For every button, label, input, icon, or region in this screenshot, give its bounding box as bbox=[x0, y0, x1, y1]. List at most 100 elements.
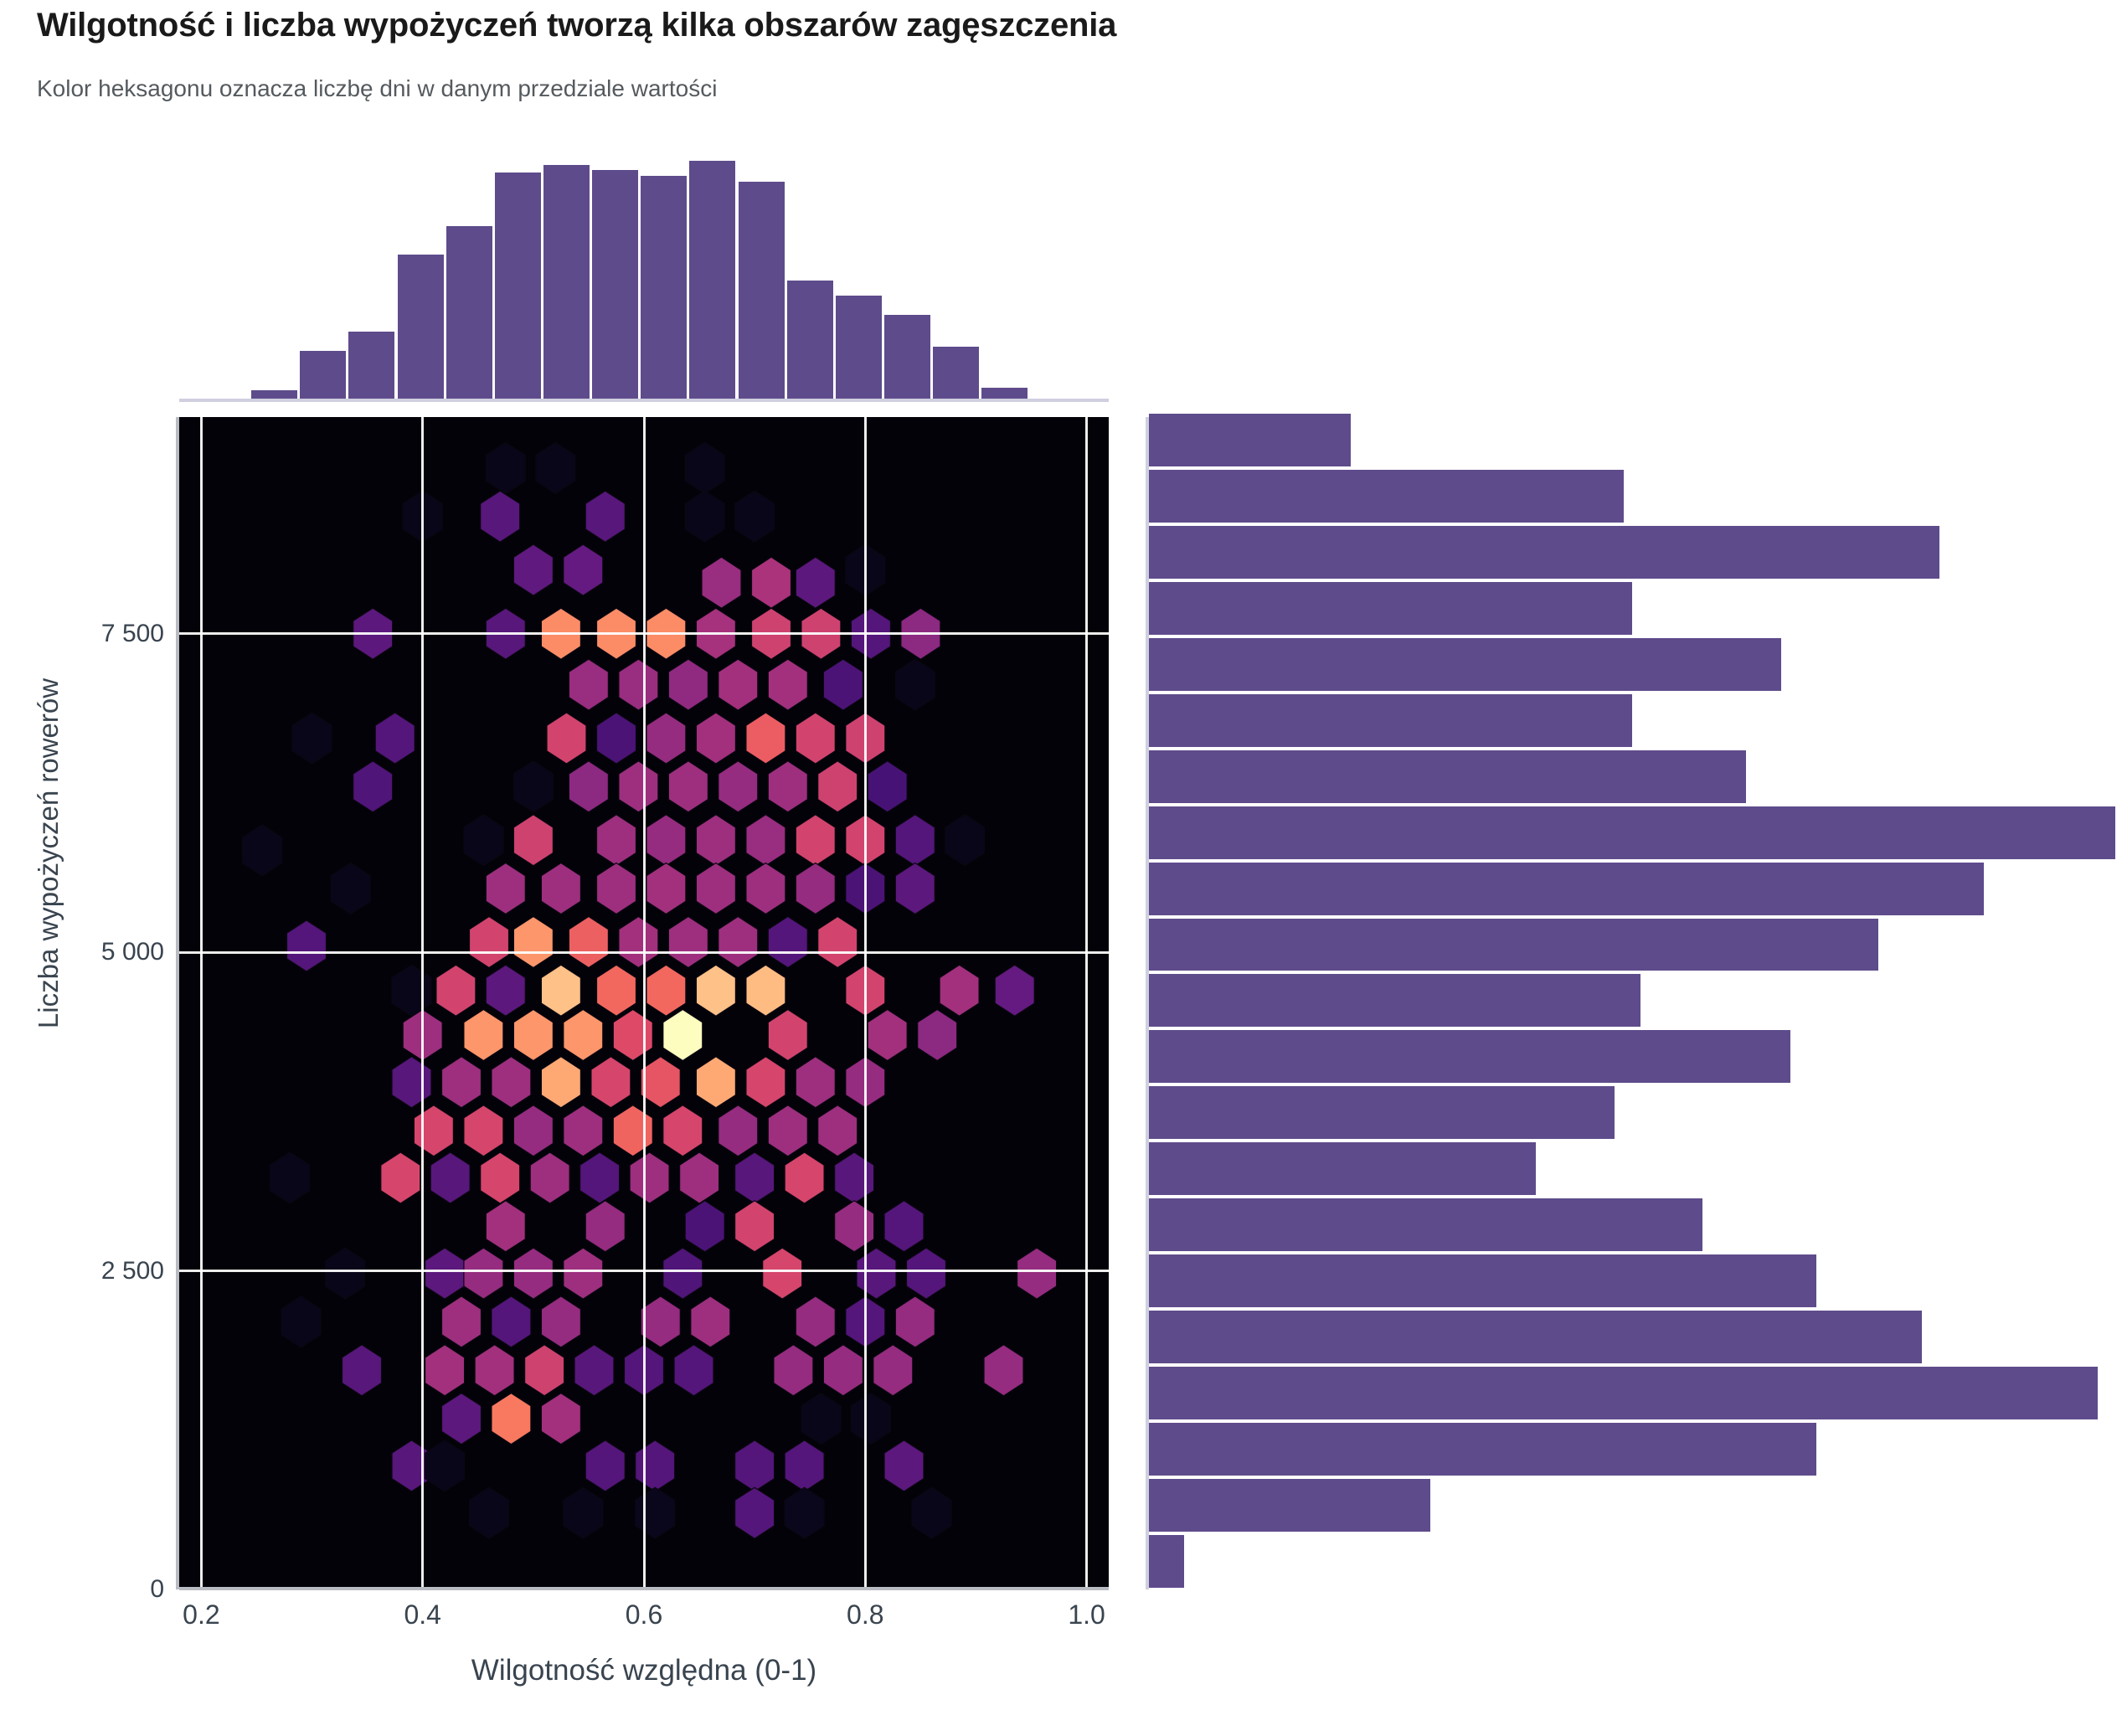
hexbin-cell bbox=[867, 760, 908, 813]
hexbin-cell bbox=[833, 1151, 875, 1204]
hexbin-cell bbox=[795, 1296, 836, 1348]
hexbin-cell bbox=[512, 1008, 554, 1062]
hexbin-cell bbox=[474, 1344, 515, 1397]
top-histogram-bar bbox=[494, 173, 541, 401]
hexbin-cell bbox=[291, 712, 332, 765]
top-histogram-bar bbox=[348, 331, 395, 401]
hexbin-cell bbox=[695, 712, 737, 765]
chart-title: Wilgotność i liczba wypożyczeń tworzą ki… bbox=[37, 7, 1117, 44]
hexbin-cell bbox=[612, 1008, 653, 1062]
hexbin-cell bbox=[745, 862, 786, 915]
hexbin-cell bbox=[873, 1344, 914, 1397]
hexbin-cell bbox=[817, 1104, 858, 1157]
hexbin-cell bbox=[269, 1151, 311, 1204]
hexbin-cell bbox=[718, 1104, 759, 1157]
hexbin-cell bbox=[678, 1151, 720, 1204]
hexbin-cell bbox=[911, 1486, 952, 1539]
hexbin-cell bbox=[512, 1104, 554, 1157]
hexbin-cell bbox=[618, 658, 659, 711]
hexbin-cell bbox=[894, 862, 935, 915]
hexbin-cell bbox=[695, 1056, 737, 1109]
gridline-vertical bbox=[1085, 417, 1089, 1589]
hexbin-cell bbox=[635, 1440, 676, 1492]
hexbin-cell bbox=[440, 1296, 482, 1348]
hexbin-cell bbox=[822, 658, 864, 711]
right-histogram-bar bbox=[1149, 1535, 1184, 1588]
hexbin-cell bbox=[463, 1247, 504, 1300]
x-axis-label: Wilgotność względna (0-1) bbox=[471, 1654, 817, 1687]
hexbin-cell bbox=[718, 658, 759, 711]
top-histogram-bar bbox=[300, 351, 347, 401]
hexbin-cell bbox=[684, 1200, 725, 1253]
hexbin-cell bbox=[563, 1247, 604, 1300]
top-histogram-bar bbox=[786, 280, 833, 401]
hexbin-cell bbox=[905, 1247, 947, 1300]
hexbin-cell bbox=[563, 543, 604, 596]
hexbin-cell bbox=[762, 1247, 803, 1300]
top-histogram-bar bbox=[543, 165, 590, 401]
hexbin-cell bbox=[894, 1296, 935, 1348]
hexbin-cell bbox=[945, 813, 986, 867]
hexbin-cell bbox=[695, 862, 737, 915]
hexbin-cell bbox=[695, 964, 737, 1017]
hexbin-cell bbox=[883, 1440, 925, 1492]
right-histogram-bar bbox=[1149, 1198, 1702, 1252]
hexbin-cell bbox=[425, 1344, 466, 1397]
hexbin-cell bbox=[734, 490, 775, 543]
hexbin-cell bbox=[491, 1296, 532, 1348]
hexbin-cell bbox=[480, 1151, 521, 1204]
hexbin-cell bbox=[795, 712, 836, 765]
right-histogram-bar bbox=[1149, 693, 1632, 747]
hexbin-cell bbox=[491, 1056, 532, 1109]
hexbin-cell bbox=[667, 760, 709, 813]
hexbin-cell bbox=[563, 1486, 604, 1539]
right-histogram-bar bbox=[1149, 469, 1624, 523]
hexbin-cell bbox=[662, 1104, 703, 1157]
top-histogram-bar bbox=[835, 295, 882, 401]
x-tick-label: 0.6 bbox=[625, 1599, 663, 1630]
y-axis-label: Liczba wypożyczeń rowerów bbox=[33, 677, 64, 1029]
hexbin-cell bbox=[795, 813, 836, 867]
gridline-vertical bbox=[642, 417, 646, 1589]
right-histogram-bar bbox=[1149, 918, 1878, 971]
hexbin-cell bbox=[690, 1296, 731, 1348]
hexbin-cell bbox=[353, 760, 394, 813]
hexbin-cell bbox=[574, 1344, 615, 1397]
right-histogram-bar bbox=[1149, 974, 1641, 1028]
right-histogram-bar bbox=[1149, 750, 1747, 803]
top-histogram-bar bbox=[883, 315, 931, 401]
hexbin-cell bbox=[734, 1200, 775, 1253]
right-histogram-bar bbox=[1149, 581, 1632, 635]
hexbin-cell bbox=[463, 813, 504, 867]
hexbin-cell bbox=[856, 1247, 897, 1300]
right-histogram-bar bbox=[1149, 1254, 1817, 1308]
hexbin-cell bbox=[425, 1440, 466, 1492]
hexbin-cell bbox=[795, 862, 836, 915]
top-histogram-baseline bbox=[179, 399, 1109, 402]
hexbin-cell bbox=[684, 441, 725, 495]
hexbin-cell bbox=[535, 441, 576, 495]
hexbin-cell bbox=[391, 1056, 432, 1109]
hexbin-cell bbox=[1016, 1247, 1058, 1300]
hexbin-cell bbox=[512, 1247, 554, 1300]
hexbin-cell bbox=[374, 712, 415, 765]
hexbin-cell bbox=[480, 490, 521, 543]
hexbin-cell bbox=[524, 1344, 565, 1397]
hexbin-cell bbox=[380, 1151, 421, 1204]
x-tick-label: 0.4 bbox=[404, 1599, 441, 1630]
right-histogram-bar bbox=[1149, 1367, 2099, 1420]
top-histogram-bar bbox=[689, 161, 736, 401]
gridline-vertical bbox=[199, 417, 203, 1589]
hexbin-cell bbox=[485, 862, 526, 915]
y-tick-label: 5 000 bbox=[100, 938, 164, 966]
hexbin-cell bbox=[817, 760, 858, 813]
hexbin-layer bbox=[241, 441, 1058, 1539]
hexbin-cell bbox=[590, 1056, 631, 1109]
hexbin-cell bbox=[540, 1296, 581, 1348]
right-histogram-baseline bbox=[1146, 417, 1149, 1589]
hexbin-cell bbox=[784, 1440, 825, 1492]
top-histogram-bar bbox=[446, 225, 492, 401]
hexbin-cell bbox=[595, 964, 637, 1017]
y-tick-labels: 0 2 500 5 000 7 500 bbox=[84, 0, 164, 1736]
right-histogram-bar bbox=[1149, 525, 1940, 579]
